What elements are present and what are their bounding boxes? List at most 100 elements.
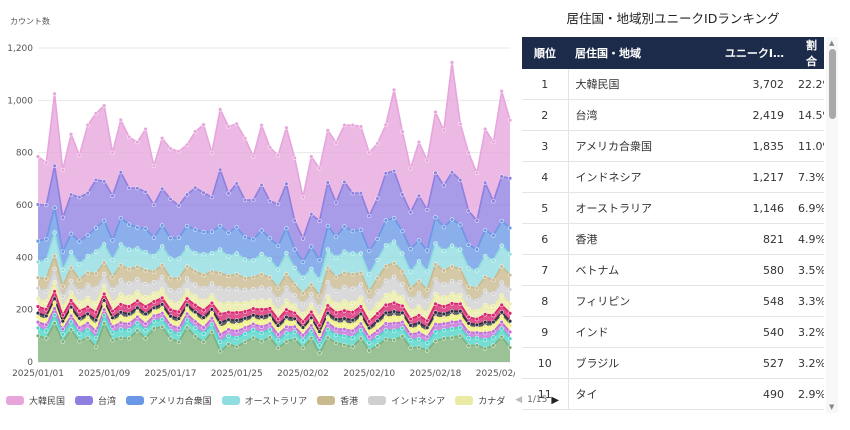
data-point	[483, 288, 488, 293]
data-point	[151, 253, 157, 259]
data-point	[408, 326, 413, 332]
data-point	[267, 275, 273, 280]
data-point	[118, 310, 123, 315]
header-share[interactable]: 割合	[791, 37, 824, 69]
data-point	[226, 191, 231, 196]
data-point	[425, 348, 430, 353]
data-point	[458, 325, 463, 330]
data-point	[209, 316, 215, 321]
data-point	[85, 327, 90, 332]
data-point	[342, 284, 347, 290]
chart-legend: 大韓民国 台湾 アメリカ合衆国 オーストラリア 香港 インドネシア カナダ ◀ …	[6, 392, 559, 408]
data-point	[143, 249, 148, 255]
data-point	[218, 349, 223, 354]
data-point	[342, 316, 347, 321]
data-point	[35, 314, 41, 320]
cell-users: 2,419	[697, 99, 791, 131]
data-point	[110, 309, 115, 314]
data-point	[201, 299, 206, 304]
data-point	[93, 177, 99, 183]
data-point	[201, 319, 206, 324]
header-country[interactable]: 居住国・地域	[568, 37, 697, 69]
data-point	[151, 319, 157, 324]
cell-share: 3.3%	[791, 285, 824, 317]
data-point	[118, 335, 123, 341]
data-point	[441, 321, 446, 326]
table-scrollbar[interactable]: ▲ ▼	[826, 37, 838, 413]
x-tick-labels: 2025/01/01 2025/01/09 2025/01/17 2025/01/25…	[12, 369, 515, 379]
data-point	[491, 343, 496, 348]
data-point	[416, 330, 422, 335]
x-tick-label: 2025/02/10	[343, 369, 395, 379]
data-point	[292, 316, 297, 321]
data-point	[275, 316, 281, 322]
header-rank[interactable]: 順位	[522, 37, 568, 69]
data-point	[400, 269, 405, 274]
legend-item-indonesia[interactable]: インドネシア	[368, 394, 445, 407]
data-point	[68, 304, 74, 310]
data-point	[85, 232, 90, 238]
data-point	[242, 197, 248, 203]
scroll-up-arrow-icon[interactable]: ▲	[829, 39, 835, 47]
data-point	[184, 288, 190, 293]
data-point	[160, 287, 165, 292]
data-point	[325, 320, 330, 326]
data-point	[491, 319, 496, 325]
legend-item-australia[interactable]: オーストラリア	[221, 394, 307, 407]
x-tick-label: 2025/01/01	[12, 369, 64, 379]
cell-rank: 5	[522, 192, 569, 224]
data-point	[342, 342, 347, 348]
data-point	[483, 320, 488, 325]
data-point	[267, 298, 273, 303]
data-point	[466, 295, 471, 300]
header-unique-ids[interactable]: ユニークI…	[697, 37, 791, 69]
data-point	[300, 325, 306, 330]
data-point	[60, 313, 65, 318]
legend-item-hongkong[interactable]: 香港	[317, 394, 358, 407]
data-point	[333, 255, 339, 260]
data-point	[433, 170, 438, 175]
data-point	[151, 280, 157, 285]
cell-country: アメリカ合衆国	[568, 130, 697, 162]
data-point	[408, 309, 413, 314]
data-point	[110, 338, 115, 343]
legend-item-korea[interactable]: 大韓民国	[6, 394, 65, 407]
data-point	[325, 180, 330, 185]
data-point	[201, 229, 206, 235]
data-point	[77, 153, 82, 158]
data-point	[400, 251, 405, 256]
data-point	[201, 122, 206, 127]
data-point	[284, 339, 289, 344]
data-point	[458, 222, 463, 227]
data-point	[483, 126, 488, 132]
data-point	[367, 348, 372, 353]
data-point	[474, 322, 480, 327]
data-point	[433, 329, 438, 334]
legend-item-usa[interactable]: アメリカ合衆国	[126, 394, 212, 407]
data-point	[333, 332, 339, 337]
scroll-down-arrow-icon[interactable]: ▼	[829, 403, 835, 411]
data-point	[367, 310, 372, 316]
data-point	[77, 289, 82, 294]
data-point	[499, 243, 504, 248]
data-point	[118, 302, 123, 307]
data-point	[93, 225, 99, 230]
data-point	[483, 274, 488, 280]
data-point	[275, 297, 281, 302]
scroll-thumb[interactable]	[829, 49, 836, 119]
data-point	[110, 319, 115, 324]
data-point	[160, 244, 165, 249]
cell-country: ベトナム	[568, 254, 697, 286]
data-point	[118, 242, 123, 247]
legend-prev-page-icon[interactable]: ◀	[515, 395, 523, 405]
data-point	[118, 292, 123, 297]
data-point	[284, 285, 289, 290]
data-point	[110, 257, 115, 263]
data-point	[176, 149, 181, 154]
data-point	[416, 313, 422, 318]
data-point	[317, 315, 322, 320]
data-point	[143, 315, 148, 321]
legend-item-taiwan[interactable]: 台湾	[75, 394, 116, 407]
data-point	[350, 251, 355, 256]
legend-item-canada[interactable]: カナダ	[455, 394, 505, 407]
